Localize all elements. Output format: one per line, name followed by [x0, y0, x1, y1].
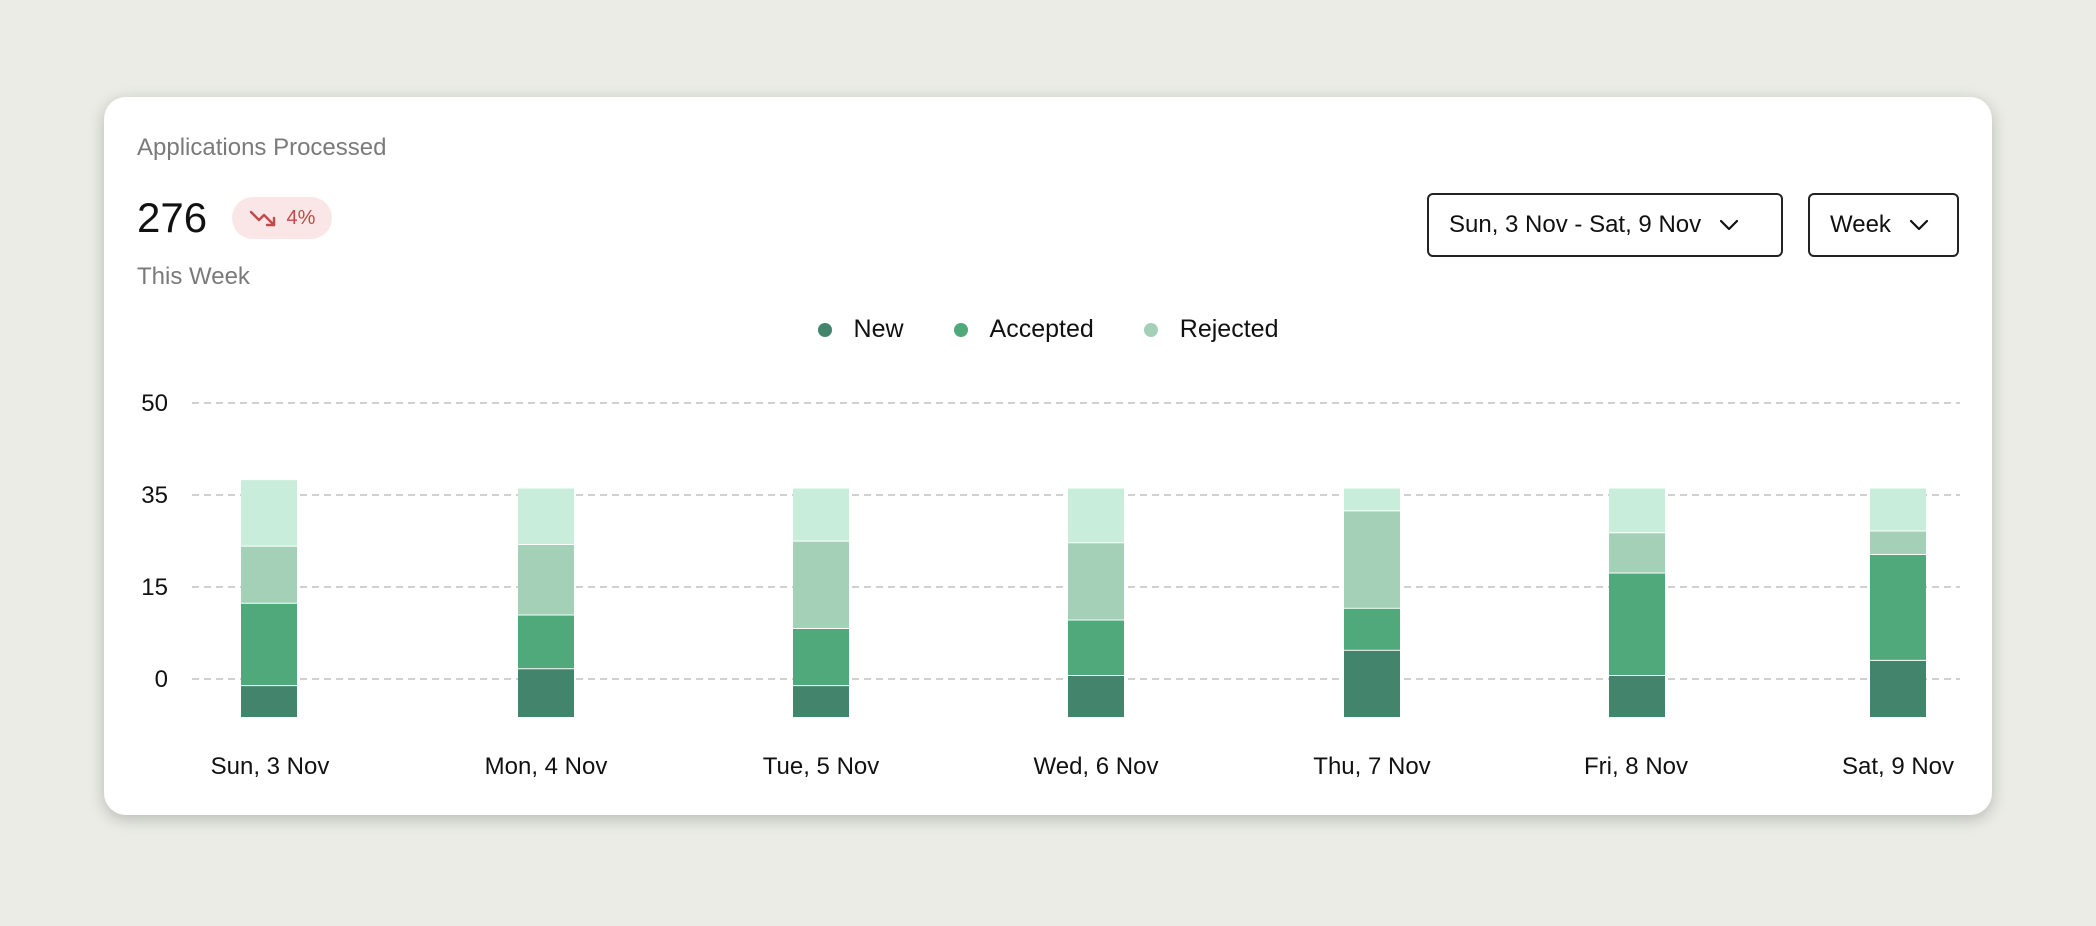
bar-segment-remainder[interactable] — [518, 488, 574, 544]
date-range-dropdown[interactable]: Sun, 3 Nov - Sat, 9 Nov — [1427, 193, 1783, 257]
bar-segment-rejected[interactable] — [1609, 532, 1665, 573]
x-tick-label: Mon, 4 Nov — [485, 753, 608, 780]
bar-segment-remainder[interactable] — [241, 480, 297, 546]
bar-segment-accepted[interactable] — [1068, 619, 1124, 675]
bar-segment-new[interactable] — [241, 685, 297, 717]
granularity-value: Week — [1830, 211, 1891, 238]
legend-dot-accepted — [953, 322, 968, 337]
legend-label-new: New — [853, 315, 904, 343]
legend-item-accepted: Accepted — [953, 315, 1094, 344]
x-tick-label: Sat, 9 Nov — [1842, 753, 1954, 780]
x-tick-label: Wed, 6 Nov — [1034, 753, 1159, 780]
x-tick-label: Sun, 3 Nov — [211, 753, 330, 780]
y-tick-label: 50 — [141, 390, 168, 417]
y-tick-label: 35 — [141, 482, 168, 509]
bar-segment-rejected[interactable] — [1870, 530, 1926, 555]
legend-dot-rejected — [1143, 322, 1158, 337]
bar-segment-rejected[interactable] — [241, 545, 297, 603]
applications-card: Applications Processed 276 4% This Week … — [104, 97, 1992, 815]
bar-segment-accepted[interactable] — [1870, 554, 1926, 660]
bar-segment-accepted[interactable] — [793, 627, 849, 686]
legend-dot-new — [817, 322, 832, 337]
x-tick-label: Tue, 5 Nov — [763, 753, 880, 780]
bar-segment-new[interactable] — [518, 668, 574, 717]
y-tick-label: 15 — [141, 574, 168, 601]
bar-segment-accepted[interactable] — [1609, 572, 1665, 675]
bar-segment-remainder[interactable] — [1344, 488, 1400, 511]
bar-segment-rejected[interactable] — [1344, 510, 1400, 608]
trend-down-icon — [249, 210, 275, 227]
chart-legend: New Accepted Rejected — [104, 315, 1992, 344]
period-label: This Week — [137, 263, 250, 290]
legend-item-rejected: Rejected — [1143, 315, 1279, 344]
x-tick-label: Thu, 7 Nov — [1313, 753, 1430, 780]
bar-segment-remainder[interactable] — [1870, 488, 1926, 531]
legend-item-new: New — [817, 315, 904, 344]
bar-segment-rejected[interactable] — [793, 540, 849, 628]
chevron-down-icon — [1909, 219, 1929, 231]
bar-segment-new[interactable] — [1344, 649, 1400, 717]
x-tick-label: Fri, 8 Nov — [1584, 753, 1688, 780]
bar-segment-rejected[interactable] — [1068, 542, 1124, 620]
bar-segment-accepted[interactable] — [518, 614, 574, 669]
change-badge: 4% — [232, 197, 332, 239]
legend-label-rejected: Rejected — [1179, 315, 1279, 343]
bar-segment-new[interactable] — [1870, 659, 1926, 717]
card-title: Applications Processed — [137, 134, 387, 161]
bar-segment-remainder[interactable] — [1609, 488, 1665, 533]
y-tick-label: 0 — [155, 666, 168, 693]
bar-segment-accepted[interactable] — [241, 602, 297, 686]
date-range-value: Sun, 3 Nov - Sat, 9 Nov — [1449, 211, 1702, 238]
granularity-dropdown[interactable]: Week — [1808, 193, 1959, 257]
legend-label-accepted: Accepted — [989, 315, 1094, 343]
bar-segment-new[interactable] — [793, 685, 849, 717]
stacked-bar-chart: 50 35 15 0 Sun, 3 Nov Mon, 4 Nov Tue, 5 Nov Wed… — [141, 390, 1960, 780]
total-value: 276 — [137, 194, 208, 241]
bar-segment-remainder[interactable] — [793, 488, 849, 541]
bar-segment-new[interactable] — [1609, 675, 1665, 717]
bar-segment-rejected[interactable] — [518, 543, 574, 615]
bar-segment-remainder[interactable] — [1068, 488, 1124, 543]
bar-segment-new[interactable] — [1068, 675, 1124, 717]
bar-segment-accepted[interactable] — [1344, 607, 1400, 650]
chevron-down-icon — [1720, 219, 1739, 231]
change-percent: 4% — [286, 206, 316, 229]
